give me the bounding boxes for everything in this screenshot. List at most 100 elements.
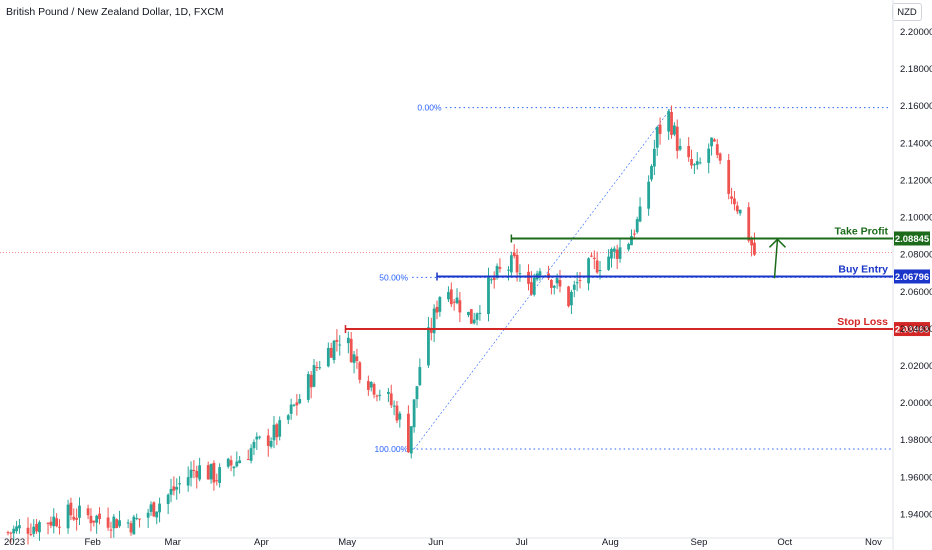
candle-body — [713, 139, 716, 142]
candle-body — [610, 248, 613, 259]
candle-body — [550, 280, 553, 288]
candle-body — [647, 181, 651, 209]
fib-level-label: 0.00% — [417, 103, 442, 113]
candle-body — [178, 483, 181, 485]
candle-body — [475, 313, 479, 320]
candle-body — [209, 463, 213, 480]
candle-body — [733, 198, 736, 205]
candle-body — [352, 354, 356, 363]
candle-body — [338, 344, 342, 346]
price-tag-label: 2.06796 — [895, 272, 929, 283]
candle-body — [418, 367, 422, 386]
candle-body — [212, 463, 216, 483]
fibonacci-layer: 0.00% 50.00% 100.00% — [375, 103, 891, 454]
candle-body — [507, 269, 510, 271]
candle-body — [738, 209, 742, 214]
candle-body — [246, 459, 250, 461]
y-tick-label: 2.14000 — [900, 138, 932, 149]
candle-body — [118, 520, 121, 527]
candle-body — [326, 347, 330, 367]
candle-body — [395, 405, 399, 421]
candle-body — [492, 277, 496, 281]
candle-body — [215, 480, 219, 482]
candle-body — [152, 502, 156, 517]
candle-body — [372, 384, 376, 395]
candle-body — [166, 494, 170, 505]
candle-body — [218, 467, 222, 483]
y-tick-label: 2.06000 — [900, 287, 932, 298]
x-tick-label: Apr — [254, 537, 269, 548]
candle-body — [58, 526, 61, 528]
candle-body — [498, 267, 502, 269]
axes-layer: 1.94000 1.96000 1.98000 2.00000 2.02000 2.040… — [4, 27, 932, 548]
candle-body — [667, 111, 671, 132]
candle-body — [427, 327, 430, 366]
candle-body — [232, 466, 236, 469]
candle-body — [747, 207, 751, 241]
y-tick-label: 2.02000 — [900, 361, 932, 372]
x-tick-label: Sep — [691, 537, 708, 548]
candle-body — [295, 402, 299, 406]
candle-body — [515, 254, 519, 273]
candle-body — [672, 125, 676, 135]
candle-body — [478, 312, 482, 314]
candle-body — [558, 280, 562, 287]
candle-body — [26, 527, 30, 534]
trade-level-label: Take Profit — [835, 225, 889, 237]
y-tick-label: 2.16000 — [900, 101, 932, 112]
candle-body — [49, 521, 53, 526]
candle-body — [172, 486, 176, 491]
candle-body — [35, 523, 38, 532]
candle-body — [318, 367, 322, 369]
candle-body — [730, 196, 733, 199]
candle-body — [109, 529, 113, 531]
candle-body — [375, 395, 379, 397]
candle-body — [509, 255, 513, 273]
candle-body — [389, 393, 393, 406]
candle-body — [487, 277, 490, 314]
candle-body — [272, 424, 276, 441]
buy-arrow-shaft — [773, 239, 779, 279]
candle-body — [690, 158, 693, 166]
candle-body — [529, 282, 533, 295]
candle-body — [112, 516, 116, 529]
buy-arrow-head — [768, 238, 787, 248]
candle-body — [315, 367, 319, 369]
candle-body — [595, 260, 599, 273]
x-tick-label: May — [338, 537, 356, 548]
candle-body — [538, 271, 542, 276]
y-tick-label: 2.20000 — [900, 27, 932, 38]
candle-body — [527, 271, 530, 284]
price-tag-box — [894, 269, 930, 284]
candle-body — [192, 469, 196, 471]
candle-body — [570, 291, 573, 306]
candle-body — [449, 289, 453, 305]
candle-body — [607, 256, 610, 270]
candle-body — [627, 243, 631, 250]
candle-body — [598, 270, 602, 272]
candle-body — [189, 469, 193, 478]
price-tag-label: 2.03963 — [895, 325, 929, 336]
candle-body — [575, 282, 579, 284]
candle-body — [658, 124, 662, 134]
y-tick-label: 2.12000 — [900, 175, 932, 186]
candle-body — [9, 532, 13, 534]
candle-body — [106, 517, 110, 528]
x-tick-label: Oct — [777, 537, 792, 548]
candle-body — [146, 512, 150, 518]
trade-level-label: Buy Entry — [838, 263, 888, 275]
candle-body — [252, 441, 256, 449]
y-tick-label: 1.94000 — [900, 509, 932, 520]
candle-body — [438, 297, 442, 312]
candle-body — [86, 508, 90, 516]
candle-body — [75, 518, 79, 520]
candle-body — [467, 311, 470, 316]
candle-body — [52, 516, 56, 527]
candle-body — [369, 382, 373, 388]
y-tick-label: 2.00000 — [900, 398, 932, 409]
candle-body — [226, 458, 230, 467]
candle-body — [306, 374, 310, 400]
candle-body — [452, 301, 456, 303]
y-tick-label: 1.96000 — [900, 472, 932, 483]
